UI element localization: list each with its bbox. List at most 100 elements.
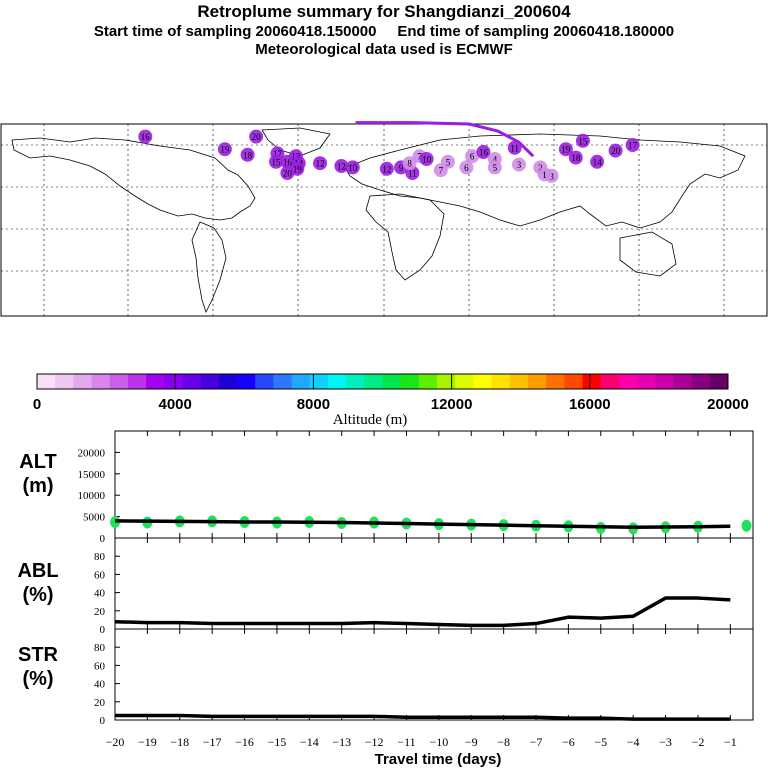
colorbar-swatch (346, 374, 365, 389)
colorbar-swatch (146, 374, 165, 389)
plume-marker (608, 143, 623, 158)
colorbar-swatch (564, 374, 584, 389)
colorbar-swatch (509, 374, 529, 389)
y-tick-label: 20 (94, 697, 106, 709)
plume-marker-label: 20 (283, 169, 293, 179)
series-line-str (115, 713, 731, 721)
x-tick-label: −8 (497, 735, 510, 749)
plume-marker-label: 11 (510, 143, 519, 153)
panel-alt: 0 5000 10000 15000 20000 ALT(m) (19, 430, 754, 545)
plume-track (355, 121, 535, 158)
colorbar-swatch (600, 374, 620, 389)
panel-str: 0 20 40 60 80 STR(%) (18, 628, 754, 727)
colorbar-swatch (691, 374, 711, 389)
plume-marker (269, 154, 284, 169)
plume-marker-label: 12 (382, 164, 391, 174)
plume-marker-label: 2 (538, 163, 543, 173)
chart-title: Retroplume summary for Shangdianzi_20060… (197, 2, 571, 21)
plume-marker (465, 149, 480, 164)
colorbar-swatch (164, 374, 183, 389)
altitude-colorbar: 0 4000 8000 12000 16000 20000 Altitude (m) (33, 373, 749, 428)
colorbar-swatch (364, 374, 383, 389)
colorbar-swatch (382, 374, 402, 389)
y-tick-label: 15000 (78, 469, 106, 481)
series-line-abl (114, 596, 731, 628)
plume-marker (138, 129, 153, 144)
colorbar-tick-label: 12000 (431, 396, 473, 413)
world-map: 1620191817151613141920121210129118710756… (0, 121, 768, 317)
plume-marker-label: 12 (337, 162, 346, 172)
plume-marker (379, 161, 394, 176)
colorbar-swatch (709, 374, 729, 389)
plume-track-line (355, 121, 535, 158)
x-tick-label: −3 (659, 735, 672, 749)
series-line-alt (114, 519, 731, 530)
plume-marker-label: 19 (293, 164, 303, 174)
plume-marker-label: 5 (493, 163, 498, 173)
plume-marker-label: 10 (348, 163, 358, 173)
x-tick-label: −11 (397, 735, 415, 749)
colorbar-swatch (309, 374, 329, 389)
plume-marker-label: 7 (439, 166, 444, 176)
plume-marker (511, 157, 526, 172)
plume-marker-label: 1 (542, 170, 547, 180)
panel-unit-alt: (m) (22, 475, 53, 497)
plume-marker-label: 6 (470, 152, 475, 162)
panel-frame (114, 537, 754, 630)
colorbar-tick-label: 4000 (159, 396, 192, 413)
plume-marker (345, 160, 360, 175)
y-tick-label: 80 (94, 551, 106, 563)
colorbar-swatches (37, 374, 729, 389)
plume-marker-label: 6 (464, 163, 469, 173)
plume-marker (625, 138, 640, 152)
x-tick-label: −5 (594, 735, 607, 749)
plume-marker (590, 154, 605, 169)
colorbar-swatch (91, 374, 111, 389)
y-tick-label: 5000 (83, 512, 106, 524)
end-time-label: End time of sampling 20060418.180000 (397, 23, 675, 40)
panel-unit-abl: (%) (22, 584, 53, 606)
colorbar-swatch (327, 374, 347, 389)
panel-unit-str: (%) (22, 668, 53, 690)
panel-frame (114, 628, 754, 721)
colorbar-swatch (491, 374, 511, 389)
plume-marker-label: 7 (417, 152, 422, 162)
x-tick-label: −20 (106, 735, 125, 749)
plume-marker-label: 17 (628, 141, 638, 151)
colorbar-swatch (273, 374, 293, 389)
plume-marker (558, 142, 573, 157)
colorbar-swatch (655, 374, 674, 389)
x-tick-label: −13 (332, 735, 351, 749)
panel-abl: 0 20 40 60 80 ABL(%) (17, 537, 754, 636)
eurasia-outline (344, 133, 746, 229)
plume-marker-label: 18 (571, 153, 581, 163)
plume-marker-label: 19 (561, 145, 571, 155)
coastlines (11, 127, 746, 314)
colorbar-swatch (255, 374, 274, 389)
colorbar-swatch (200, 374, 220, 389)
colorbar-tick-label: 0 (33, 396, 41, 413)
australia-outline (619, 231, 677, 277)
x-tick-label: −15 (268, 735, 287, 749)
colorbar-tick-labels: 0 4000 8000 12000 16000 20000 (33, 374, 749, 413)
x-tick-label: −9 (465, 735, 478, 749)
plume-marker-label: 3 (549, 171, 554, 181)
plume-marker-label: 17 (273, 149, 283, 159)
plume-marker-label: 12 (316, 159, 325, 169)
plume-marker-label: 16 (141, 132, 151, 142)
plume-marker (487, 160, 502, 175)
colorbar-swatch (673, 374, 693, 389)
plume-marker (507, 140, 522, 155)
colorbar-swatch (237, 374, 256, 389)
y-tick-label: 60 (94, 569, 106, 581)
colorbar-title: Altitude (m) (333, 412, 408, 428)
y-tick-label: 20 (94, 606, 106, 618)
africa-outline (365, 193, 445, 281)
colorbar-swatch (109, 374, 129, 389)
y-tick-label: 10000 (78, 490, 106, 502)
y-tick-label: 20000 (78, 447, 106, 459)
colorbar-swatch (73, 374, 93, 389)
x-tick-label: −12 (365, 735, 384, 749)
x-tick-label: −17 (203, 735, 222, 749)
